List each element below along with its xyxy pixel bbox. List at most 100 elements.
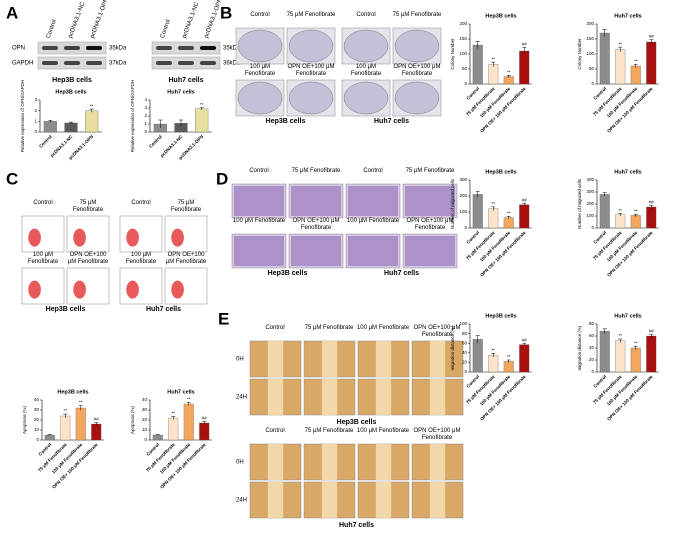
group-label: OPN OE+100 μM Fenofibrate xyxy=(413,325,461,338)
significance: ** xyxy=(491,201,495,206)
bar xyxy=(646,335,657,373)
significance: ## xyxy=(522,42,528,47)
cells xyxy=(405,186,455,216)
micrograph xyxy=(402,183,458,219)
micrograph xyxy=(288,233,344,269)
cell-label: Hep3B cells xyxy=(45,306,86,313)
cell-cloud xyxy=(171,280,184,299)
bar xyxy=(646,206,657,229)
cells xyxy=(291,186,341,216)
y-axis-label: Apoptosis (%) xyxy=(22,405,27,434)
group-label: 75 μM Fenofibrate xyxy=(304,428,354,434)
cells xyxy=(291,236,341,266)
cell-label: Huh7 cells xyxy=(373,118,409,125)
y-tick-label: 0 xyxy=(144,437,147,442)
wound-gap xyxy=(267,482,284,518)
time-label: 24H xyxy=(236,395,247,401)
group-label: OPN OE+100 μM Fenofibrate xyxy=(67,252,109,265)
group-label: 100 μM Fenofibrate xyxy=(27,252,59,265)
y-tick-label: 1 xyxy=(34,119,37,124)
blot-band xyxy=(178,61,194,65)
y-tick-label: 100 xyxy=(459,51,467,56)
group-label: 75 μM Fenofibrate xyxy=(392,12,442,18)
significance: ** xyxy=(79,400,83,405)
time-label: 24H xyxy=(236,498,247,504)
dish xyxy=(237,29,283,63)
y-tick-label: 100 xyxy=(459,321,467,326)
y-tick-label: 100 xyxy=(586,213,594,218)
wound-gap xyxy=(321,379,338,415)
y-tick-label: 3 xyxy=(144,105,147,110)
y-tick-label: 4 xyxy=(144,97,147,102)
group-label: Control xyxy=(131,200,151,206)
y-tick-label: 2 xyxy=(34,108,37,113)
y-tick-label: 50 xyxy=(462,66,468,71)
y-tick-label: 200 xyxy=(459,21,467,26)
y-tick-label: 300 xyxy=(459,177,467,182)
blot-band xyxy=(86,46,102,50)
time-label: 0H xyxy=(236,460,244,466)
dish xyxy=(288,29,334,63)
bar xyxy=(472,194,483,229)
micrograph xyxy=(231,183,287,219)
chart-title: Hep3B cells xyxy=(55,89,86,95)
wound-gap xyxy=(375,341,392,377)
group-label: OPN OE+100 μM Fenofibrate xyxy=(393,64,441,77)
cells xyxy=(234,186,284,216)
bar xyxy=(519,50,530,85)
significance: ** xyxy=(187,397,191,402)
significance: ** xyxy=(618,41,622,46)
y-tick-label: 0 xyxy=(591,369,594,374)
wound-gap xyxy=(375,444,392,480)
bar xyxy=(75,407,86,441)
micrograph xyxy=(66,215,110,253)
dish xyxy=(288,81,334,115)
bar xyxy=(646,41,657,85)
y-tick-label: 20 xyxy=(142,417,148,422)
wound-gap xyxy=(429,341,446,377)
y-tick-label: 20 xyxy=(589,357,595,362)
bar xyxy=(85,110,99,133)
cell-label: Huh7 cells xyxy=(168,77,204,84)
bar xyxy=(488,355,499,373)
significance: ** xyxy=(507,211,511,216)
cell-cloud xyxy=(28,280,41,299)
wound-gap xyxy=(267,379,284,415)
y-axis-label: Relative expression of OPN/GAPDH xyxy=(20,80,25,153)
micrograph xyxy=(345,183,401,219)
x-tick-label: Control xyxy=(592,86,607,101)
bar xyxy=(199,422,210,441)
dish xyxy=(343,81,389,115)
group-label: 100 μM Fenofibrate xyxy=(356,428,410,434)
significance: ** xyxy=(618,333,622,338)
significance: ## xyxy=(649,34,655,39)
wound-gap xyxy=(429,444,446,480)
y-tick-label: 80 xyxy=(589,321,595,326)
group-label: 100 μM Fenofibrate xyxy=(350,64,382,77)
group-label: Control xyxy=(265,325,285,331)
lane-label: pcDNA3.1-OPN xyxy=(90,0,110,39)
cell-cloud xyxy=(126,228,139,247)
group-label: 75 μM Fenofibrate xyxy=(170,200,202,213)
bar xyxy=(615,214,626,229)
cell-label: Hep3B cells xyxy=(267,270,308,277)
group-label: Control xyxy=(33,200,53,206)
significance: ** xyxy=(618,208,622,213)
bar xyxy=(488,208,499,229)
wound-gap xyxy=(267,444,284,480)
x-tick-label: Control xyxy=(148,134,163,149)
significance: ** xyxy=(507,354,511,359)
group-label: 75 μM Fenofibrate xyxy=(291,168,341,174)
significance: ** xyxy=(634,340,638,345)
significance: ** xyxy=(90,103,94,108)
cells xyxy=(348,186,398,216)
significance: ** xyxy=(171,411,175,416)
bar xyxy=(630,65,641,85)
y-tick-label: 150 xyxy=(459,36,467,41)
group-label: Control xyxy=(250,12,270,18)
bar xyxy=(64,122,78,133)
micrograph xyxy=(288,183,344,219)
y-tick-label: 300 xyxy=(586,189,594,194)
group-label: 100 μM Fenofibrate xyxy=(232,218,286,224)
